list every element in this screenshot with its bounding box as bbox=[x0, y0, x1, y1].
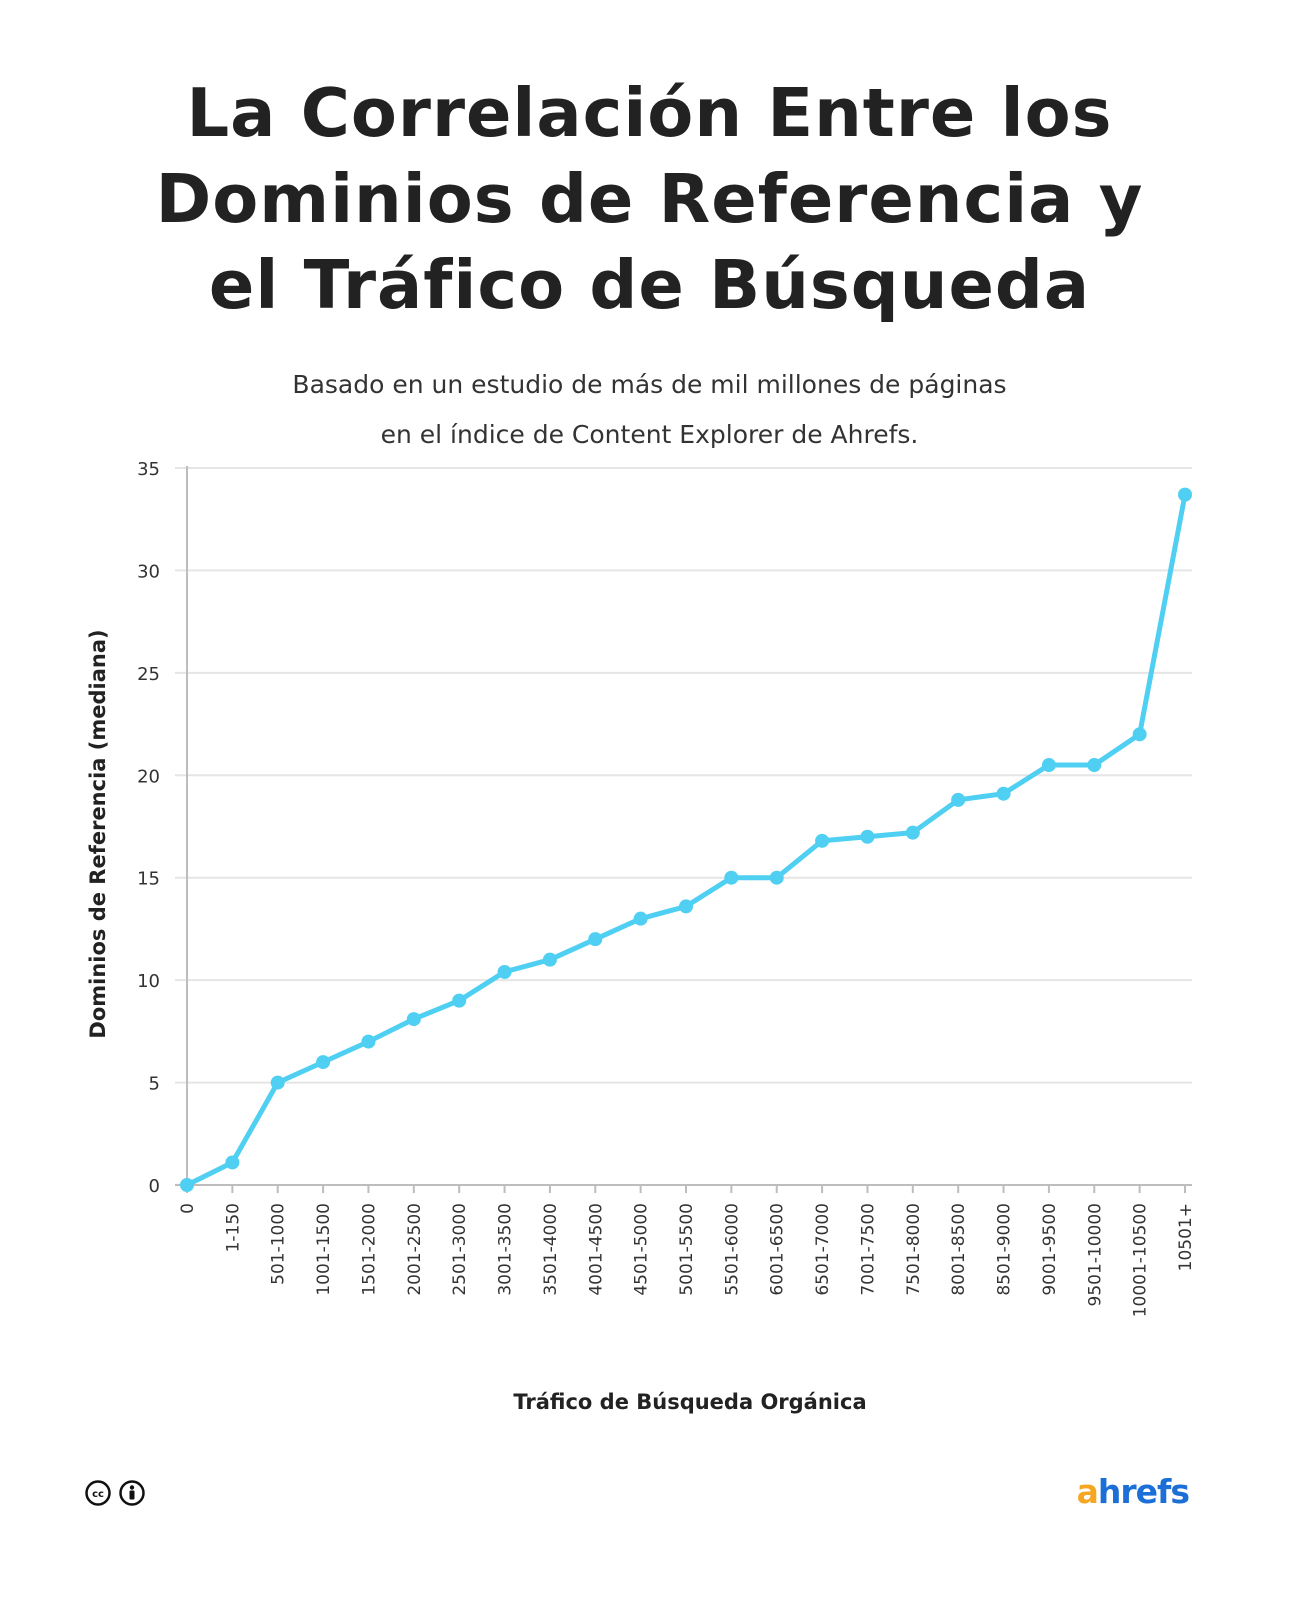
creative-commons-icon: cc bbox=[85, 1480, 111, 1506]
x-tick-label: 1001-1500 bbox=[314, 1203, 334, 1296]
x-tick-label: 1-150 bbox=[223, 1203, 243, 1252]
data-point bbox=[406, 1012, 421, 1027]
x-tick-label: 6501-7000 bbox=[813, 1203, 833, 1296]
y-tick-label: 20 bbox=[137, 766, 160, 787]
subtitle-line: Basado en un estudio de más de mil millo… bbox=[292, 370, 1007, 399]
data-point bbox=[679, 899, 693, 914]
data-point bbox=[815, 833, 830, 848]
x-tick-label: 10001-10500 bbox=[1131, 1203, 1151, 1317]
x-tick-label: 10501+ bbox=[1176, 1203, 1196, 1271]
x-tick-label: 4501-5000 bbox=[632, 1203, 652, 1296]
title-line: el Tráfico de Búsqueda bbox=[208, 246, 1091, 324]
subtitle-line: en el índice de Content Explorer de Ahre… bbox=[380, 420, 919, 449]
logo-a: a bbox=[1076, 1472, 1099, 1511]
ahrefs-logo[interactable]: ahrefs bbox=[1076, 1472, 1190, 1511]
x-tick-label: 3501-4000 bbox=[541, 1203, 561, 1296]
title-line: La Correlación Entre los bbox=[186, 74, 1113, 152]
svg-text:cc: cc bbox=[92, 1489, 104, 1500]
x-tick-label: 9501-10000 bbox=[1085, 1203, 1105, 1306]
license-icons: cc bbox=[85, 1480, 145, 1506]
data-point bbox=[1087, 758, 1102, 773]
data-point bbox=[316, 1055, 331, 1070]
y-tick-label: 30 bbox=[137, 561, 160, 582]
data-point bbox=[905, 825, 920, 840]
x-axis-label: Tráfico de Búsqueda Orgánica bbox=[513, 1390, 867, 1414]
data-point bbox=[1041, 758, 1056, 773]
y-tick-label: 0 bbox=[149, 1176, 160, 1197]
data-point bbox=[225, 1155, 240, 1170]
data-point bbox=[497, 964, 512, 979]
x-tick-label: 8001-8500 bbox=[949, 1203, 969, 1296]
x-tick-label: 8501-9000 bbox=[995, 1203, 1015, 1296]
data-point bbox=[724, 870, 739, 885]
y-axis-label: Dominios de Referencia (mediana) bbox=[86, 629, 110, 1039]
data-point bbox=[951, 792, 966, 807]
y-tick-label: 15 bbox=[137, 869, 160, 890]
y-tick-label: 10 bbox=[137, 971, 160, 992]
x-tick-label: 3001-3500 bbox=[496, 1203, 516, 1296]
y-tick-label: 5 bbox=[149, 1074, 160, 1095]
series-line bbox=[184, 492, 1188, 1188]
x-tick-label: 5001-5500 bbox=[677, 1203, 697, 1296]
x-tick-label: 6001-6500 bbox=[768, 1203, 788, 1296]
x-tick-label: 2501-3000 bbox=[450, 1203, 470, 1296]
x-tick-label: 7501-8000 bbox=[904, 1203, 924, 1296]
data-point bbox=[270, 1075, 285, 1090]
chart-title: La Correlación Entre los Dominios de Ref… bbox=[0, 70, 1299, 328]
data-point bbox=[633, 911, 648, 926]
y-tick-label: 25 bbox=[137, 664, 160, 685]
data-point bbox=[542, 952, 557, 967]
data-point bbox=[1178, 487, 1192, 502]
x-tick-label: 4001-4500 bbox=[586, 1203, 606, 1296]
data-point bbox=[996, 786, 1011, 801]
data-point bbox=[180, 1178, 194, 1192]
chart-subtitle: Basado en un estudio de más de mil millo… bbox=[0, 360, 1299, 460]
x-tick-label: 501-1000 bbox=[269, 1203, 289, 1285]
data-point bbox=[452, 993, 467, 1008]
x-tick-label: 9001-9500 bbox=[1040, 1203, 1060, 1296]
data-point bbox=[588, 932, 603, 947]
x-tick-label: 7001-7500 bbox=[858, 1203, 878, 1296]
x-tick-label: 0 bbox=[178, 1203, 198, 1214]
data-point bbox=[769, 870, 784, 885]
title-line: Dominios de Referencia y bbox=[155, 160, 1144, 238]
data-point bbox=[361, 1034, 376, 1049]
attribution-icon bbox=[119, 1480, 145, 1506]
x-tick-label: 1501-2000 bbox=[359, 1203, 379, 1296]
logo-rest: hrefs bbox=[1097, 1472, 1190, 1511]
y-tick-label: 35 bbox=[137, 459, 160, 480]
x-tick-label: 5501-6000 bbox=[722, 1203, 742, 1296]
data-point bbox=[1132, 727, 1147, 742]
data-point bbox=[860, 829, 875, 844]
x-tick-label: 2001-2500 bbox=[405, 1203, 425, 1296]
